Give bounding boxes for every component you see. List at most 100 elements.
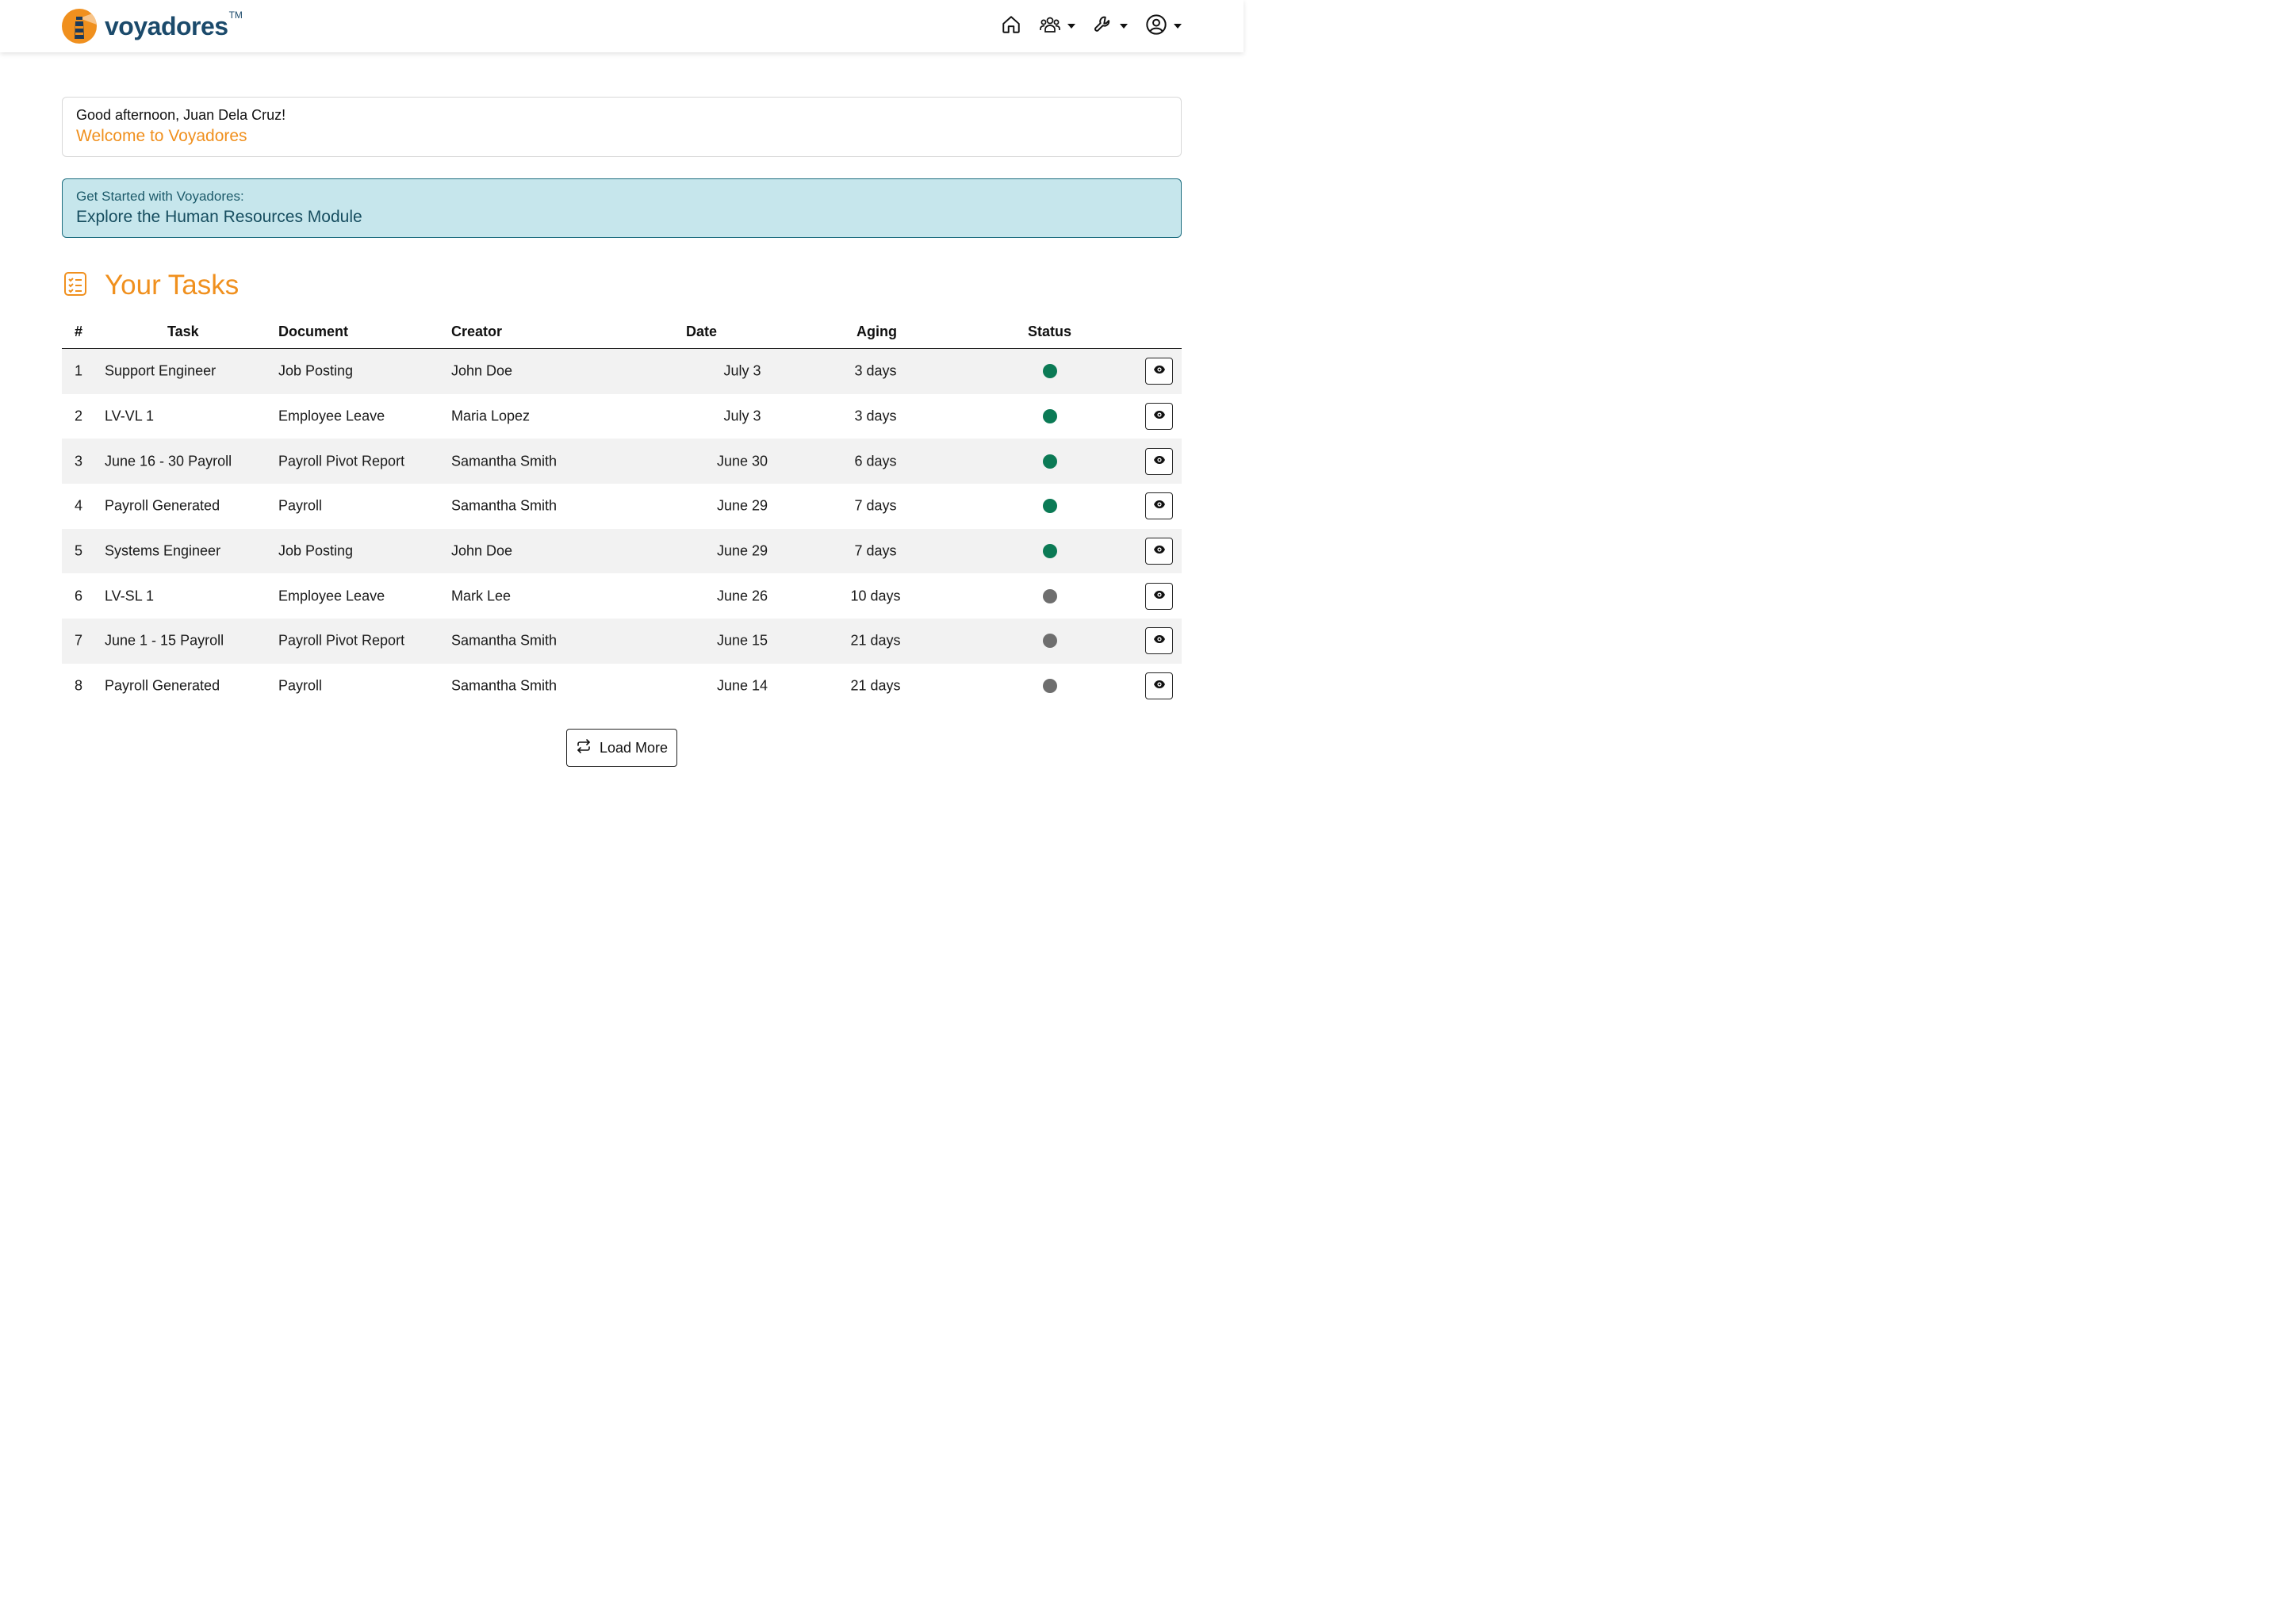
task-list-icon — [63, 271, 87, 301]
document-type: Job Posting — [278, 362, 354, 379]
task-name: Systems Engineer — [105, 542, 221, 559]
nav-tools-dropdown[interactable] — [1093, 14, 1128, 39]
task-name: Support Engineer — [105, 362, 217, 379]
document-type: Employee Leave — [278, 588, 385, 604]
task-aging: 6 days — [854, 453, 897, 469]
account-icon — [1145, 13, 1167, 40]
status-dot — [1043, 634, 1057, 649]
section-title: Your Tasks — [105, 270, 240, 301]
load-more-label: Load More — [599, 739, 669, 756]
table-row: 8 Payroll Generated Payroll Samantha Smith J… — [62, 664, 1182, 709]
wrench-icon — [1093, 14, 1113, 39]
document-type: Payroll Pivot Report — [278, 632, 405, 649]
task-date: June 29 — [716, 542, 768, 559]
explore-hr-module-link[interactable]: Explore the Human Resources Module — [76, 208, 362, 226]
greeting-text: Good afternoon, Juan Dela Cruz! — [76, 107, 286, 123]
eye-icon — [1153, 679, 1166, 693]
creator-name: Samantha Smith — [451, 677, 558, 694]
table-row: 4 Payroll Generated Payroll Samantha Smith J… — [62, 484, 1182, 529]
task-date: June 30 — [716, 453, 768, 469]
welcome-text: Welcome to Voyadores — [76, 127, 247, 145]
greeting-card: Good afternoon, Juan Dela Cruz! Welcome … — [62, 97, 1182, 157]
table-row: 1 Support Engineer Job Posting John Doe July… — [62, 349, 1182, 394]
task-aging: 3 days — [854, 362, 897, 379]
task-date: June 14 — [716, 677, 768, 694]
document-type: Payroll — [278, 497, 323, 514]
document-type: Payroll Pivot Report — [278, 453, 405, 469]
row-number: 1 — [75, 362, 83, 379]
creator-name: John Doe — [451, 362, 513, 379]
top-navbar: voyadores TM — [0, 0, 1244, 52]
task-aging: 3 days — [854, 408, 897, 424]
creator-name: John Doe — [451, 542, 513, 559]
task-aging: 21 days — [850, 632, 901, 649]
task-name: June 1 - 15 Payroll — [105, 632, 224, 649]
creator-name: Maria Lopez — [451, 408, 531, 424]
creator-name: Mark Lee — [451, 588, 512, 604]
column-header-creator: Creator — [451, 324, 503, 339]
row-number: 5 — [75, 542, 83, 559]
chevron-down-icon — [1120, 24, 1128, 29]
task-aging: 21 days — [850, 677, 901, 694]
task-name: Payroll Generated — [105, 677, 220, 694]
view-task-button[interactable] — [1145, 447, 1173, 475]
view-task-button[interactable] — [1145, 672, 1173, 700]
load-more-button[interactable]: Load More — [566, 729, 677, 767]
task-name: LV-VL 1 — [105, 408, 155, 424]
view-task-button[interactable] — [1145, 582, 1173, 610]
view-task-button[interactable] — [1145, 627, 1173, 655]
eye-icon — [1153, 634, 1166, 648]
column-header-status: Status — [1028, 324, 1072, 339]
eye-icon — [1153, 499, 1166, 513]
row-number: 7 — [75, 632, 83, 649]
status-dot — [1043, 499, 1057, 514]
eye-icon — [1153, 364, 1166, 378]
repeat-arrows-icon — [576, 738, 592, 758]
row-number: 3 — [75, 453, 83, 469]
row-number: 6 — [75, 588, 83, 604]
view-task-button[interactable] — [1145, 538, 1173, 565]
column-header-task: Task — [167, 324, 199, 339]
table-header: # Task Document Creator Date Aging Statu… — [62, 316, 1182, 349]
task-name: LV-SL 1 — [105, 588, 155, 604]
status-dot — [1043, 364, 1057, 379]
trademark-mark: TM — [228, 10, 243, 21]
document-type: Job Posting — [278, 542, 354, 559]
nav-account-dropdown[interactable] — [1145, 13, 1182, 40]
tasks-table: # Task Document Creator Date Aging Statu… — [62, 316, 1182, 709]
status-dot — [1043, 588, 1057, 603]
creator-name: Samantha Smith — [451, 453, 558, 469]
tasks-section-header: Your Tasks — [63, 270, 239, 301]
brand[interactable]: voyadores TM — [62, 8, 243, 44]
lighthouse-logo-icon — [62, 9, 97, 44]
home-icon — [1001, 14, 1021, 39]
row-number: 4 — [75, 497, 83, 514]
task-date: July 3 — [723, 362, 761, 379]
creator-name: Samantha Smith — [451, 497, 558, 514]
eye-icon — [1153, 589, 1166, 603]
row-number: 8 — [75, 677, 83, 694]
status-dot — [1043, 679, 1057, 694]
creator-name: Samantha Smith — [451, 632, 558, 649]
table-row: 5 Systems Engineer Job Posting John Doe June… — [62, 528, 1182, 574]
get-started-banner[interactable]: Get Started with Voyadores: Explore the … — [62, 178, 1182, 238]
column-header-num: # — [75, 324, 83, 339]
table-row: 7 June 1 - 15 Payroll Payroll Pivot Report… — [62, 619, 1182, 664]
view-task-button[interactable] — [1145, 492, 1173, 520]
document-type: Employee Leave — [278, 408, 385, 424]
row-number: 2 — [75, 408, 83, 424]
eye-icon — [1153, 409, 1166, 423]
table-row: 6 LV-SL 1 Employee Leave Mark Lee June 26 10 … — [62, 573, 1182, 619]
status-dot — [1043, 454, 1057, 469]
column-header-date: Date — [686, 324, 718, 339]
get-started-label: Get Started with Voyadores: — [76, 189, 244, 204]
view-task-button[interactable] — [1145, 403, 1173, 431]
column-header-aging: Aging — [856, 324, 897, 339]
task-date: July 3 — [723, 408, 761, 424]
nav-home[interactable] — [1001, 14, 1021, 39]
nav-people-dropdown[interactable] — [1039, 14, 1075, 39]
brand-name: voyadores — [105, 11, 228, 40]
chevron-down-icon — [1174, 24, 1182, 29]
document-type: Payroll — [278, 677, 323, 694]
view-task-button[interactable] — [1145, 358, 1173, 385]
